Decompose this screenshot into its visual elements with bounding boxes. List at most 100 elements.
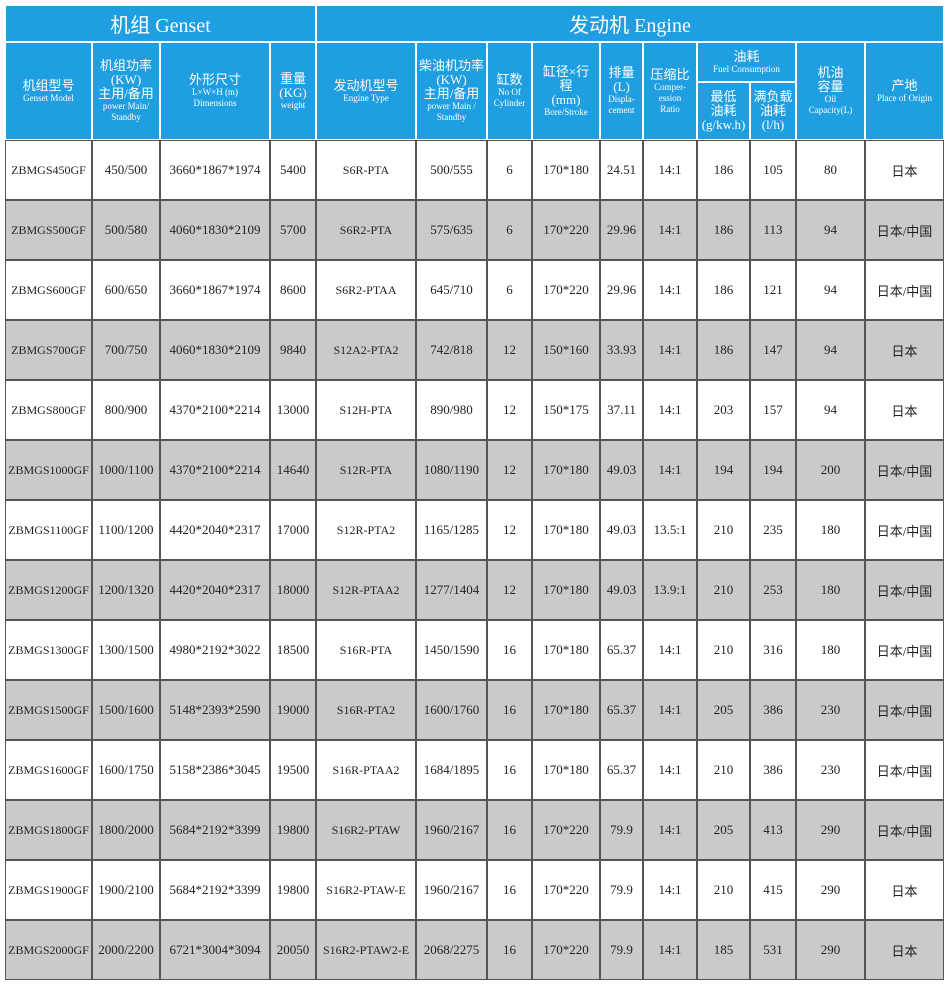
table-cell: 450/500 — [92, 140, 160, 200]
header-line: (KW) — [436, 72, 467, 87]
table-cell: 日本/中国 — [865, 260, 944, 320]
table-cell: 150*175 — [532, 380, 600, 440]
table-cell: 290 — [796, 800, 865, 860]
column-header: 柴油机功率 (KW) 主用/备用 power Main / Standby — [416, 42, 487, 140]
column-header: 重量 (KG) weight — [270, 42, 316, 140]
table-cell: 13000 — [270, 380, 316, 440]
table-cell: 49.03 — [600, 500, 643, 560]
table-cell: 5158*2386*3045 — [160, 740, 270, 800]
cell-text: 210 — [713, 582, 734, 597]
cell-text: 180 — [820, 522, 841, 537]
cell-text: ZBMGS1000GF — [8, 462, 89, 477]
table-cell: 1900/2100 — [92, 860, 160, 920]
cell-text: 14:1 — [658, 402, 682, 417]
table-cell: ZBMGS1200GF — [5, 560, 92, 620]
table-cell: 日本/中国 — [865, 500, 944, 560]
table-cell: 14:1 — [643, 800, 697, 860]
cell-text: 890/980 — [430, 402, 473, 417]
cell-text: 1165/1285 — [423, 522, 480, 537]
cell-text: S12A2-PTA2 — [333, 342, 399, 357]
cell-text: 9840 — [280, 342, 306, 357]
cell-text: 4370*2100*2214 — [169, 402, 261, 417]
cell-text: ZBMGS1100GF — [8, 522, 89, 537]
cell-text: 600/650 — [104, 282, 148, 297]
table-cell: 65.37 — [600, 620, 643, 680]
cell-text: ZBMGS600GF — [11, 282, 86, 297]
table-cell: 12 — [487, 320, 532, 380]
table-cell: 19800 — [270, 860, 316, 920]
table-cell: 14:1 — [643, 860, 697, 920]
cell-text: 94 — [824, 342, 837, 357]
header-line: 发动机型号 — [333, 77, 399, 93]
table-cell: 210 — [697, 860, 750, 920]
table-cell: S12R-PTA2 — [316, 500, 416, 560]
cell-text: 49.03 — [606, 522, 637, 537]
cell-text: 800/900 — [104, 402, 148, 417]
cell-text: 49.03 — [606, 582, 637, 597]
cell-text: 14:1 — [658, 222, 682, 237]
table-cell: S12R-PTAA2 — [316, 560, 416, 620]
header-line: 排量 — [608, 65, 635, 80]
table-cell: 170*220 — [532, 800, 600, 860]
table-cell: 1165/1285 — [416, 500, 487, 560]
cell-text: S6R2-PTA — [339, 222, 393, 237]
cell-text: ZBMGS700GF — [11, 342, 86, 357]
table-cell: 16 — [487, 800, 532, 860]
cell-text: 700/750 — [104, 342, 148, 357]
cell-text: 170*180 — [543, 522, 589, 537]
table-cell: 19800 — [270, 800, 316, 860]
cell-text: ZBMGS1200GF — [8, 582, 89, 597]
header-line: Dimensions — [193, 98, 237, 108]
table-cell: 5684*2192*3399 — [160, 860, 270, 920]
table-cell: ZBMGS1900GF — [5, 860, 92, 920]
table-cell: 200 — [796, 440, 865, 500]
header-line: 满负载 — [753, 89, 793, 104]
table-cell: 日本/中国 — [865, 440, 944, 500]
table-cell: 18000 — [270, 560, 316, 620]
cell-text: ZBMGS450GF — [11, 162, 86, 177]
cell-text: 230 — [820, 762, 841, 777]
table-cell: 日本/中国 — [865, 800, 944, 860]
cell-text: 415 — [763, 882, 783, 897]
table-cell: 1080/1190 — [416, 440, 487, 500]
header-line: Capacity(L) — [808, 105, 853, 115]
table-cell: 170*180 — [532, 740, 600, 800]
cell-text: 94 — [824, 402, 837, 417]
table-cell: 79.9 — [600, 800, 643, 860]
cell-text: 4420*2040*2317 — [169, 582, 261, 597]
cell-text: 1960/2167 — [423, 822, 480, 837]
cell-text: 16 — [503, 702, 516, 717]
cell-text: 186 — [713, 282, 734, 297]
cell-text: 日本 — [891, 343, 918, 359]
table-cell: S16R2-PTAW — [316, 800, 416, 860]
table-cell: S16R-PTAA2 — [316, 740, 416, 800]
cell-text: 290 — [820, 942, 841, 957]
cell-text: ZBMGS1900GF — [8, 882, 89, 897]
cell-text: ZBMGS800GF — [11, 402, 86, 417]
cell-text: 5684*2192*3399 — [169, 882, 261, 897]
table-cell: 121 — [750, 260, 796, 320]
cell-text: 6 — [506, 162, 513, 177]
cell-text: 12 — [503, 342, 516, 357]
cell-text: 14:1 — [658, 642, 682, 657]
cell-text: 170*220 — [543, 942, 589, 957]
table-cell: 16 — [487, 860, 532, 920]
cell-text: 742/818 — [430, 342, 473, 357]
cell-text: 6 — [506, 282, 513, 297]
group-title: 机组 Genset — [110, 15, 211, 37]
table-cell: 210 — [697, 500, 750, 560]
table-cell: S16R2-PTAW2-E — [316, 920, 416, 980]
table-cell: 890/980 — [416, 380, 487, 440]
cell-text: 170*180 — [543, 162, 589, 177]
table-cell: 1684/1895 — [416, 740, 487, 800]
group-header: 机组 Genset — [5, 5, 316, 42]
table-cell: S12A2-PTA2 — [316, 320, 416, 380]
cell-text: 94 — [824, 222, 837, 237]
cell-text: 170*220 — [543, 222, 589, 237]
fuel-group-header: 油耗 Fuel Consumption — [697, 42, 796, 82]
table-cell: 49.03 — [600, 440, 643, 500]
cell-text: 12 — [503, 582, 516, 597]
cell-text: 210 — [713, 882, 734, 897]
cell-text: 170*180 — [543, 762, 589, 777]
